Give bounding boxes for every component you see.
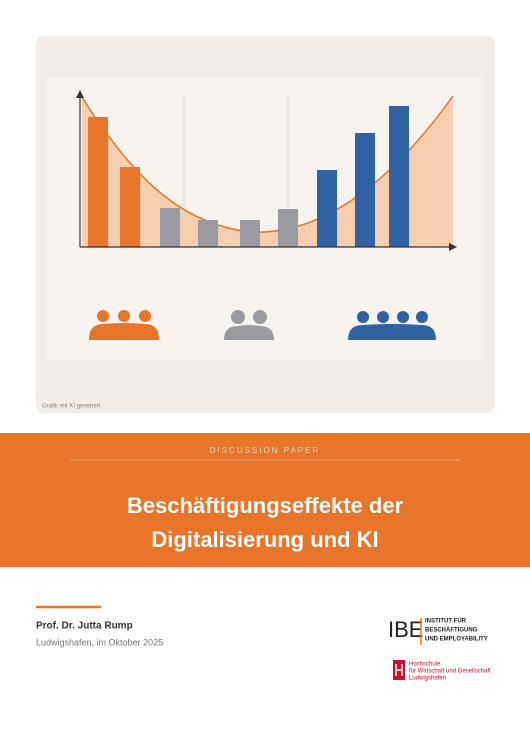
logo-ibe-line: UND EMPLOYABILITY bbox=[425, 637, 488, 643]
logo-ibe-line: INSTITUT FÜR bbox=[425, 618, 467, 625]
kicker: DISCUSSION PAPER bbox=[210, 446, 321, 455]
title-band bbox=[0, 433, 530, 567]
place-date: Ludwigshafen, im Oktober 2025 bbox=[36, 637, 163, 647]
title-line: Beschäftigungseffekte der bbox=[127, 493, 404, 518]
logo-ibe-mark: IBE bbox=[388, 617, 423, 642]
logo-ibe-line: BESCHÄFTIGUNG bbox=[425, 627, 478, 634]
author: Prof. Dr. Jutta Rump bbox=[36, 621, 133, 632]
illustration bbox=[76, 90, 457, 340]
title-line: Digitalisierung und KI bbox=[151, 527, 378, 552]
image-credit: Grafik mit KI generiert bbox=[42, 404, 101, 410]
logo-hwg-line: Hochschule bbox=[409, 662, 441, 668]
logo-hwg-line: für Wirtschaft und Gesellschaft bbox=[409, 669, 491, 675]
logo-hwg-line: Ludwigshafen bbox=[409, 676, 446, 682]
